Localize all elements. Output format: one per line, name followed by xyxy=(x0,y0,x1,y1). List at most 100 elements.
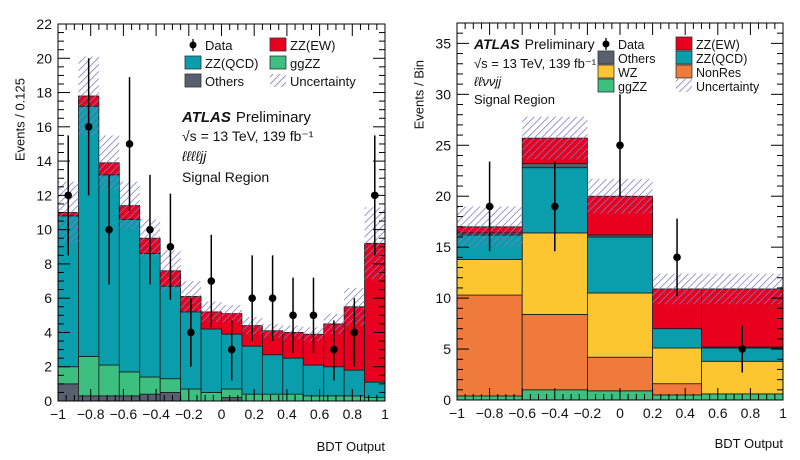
panel-2l2v: 0 5 10 15 20 25 30 35 −1 −0.8 −0.6 −0.4 −0.2 0 0.2 0.4 0… xyxy=(411,22,787,451)
legend-label-uncertainty: Uncertainty xyxy=(696,80,760,94)
data-point-3 xyxy=(673,253,681,262)
atlas-label: ATLAS Preliminary xyxy=(181,109,311,126)
y-tick-label: 0 xyxy=(443,392,451,408)
bar-ggzz-bin-9 xyxy=(241,393,263,402)
panel-4l: 0 2 4 6 8 10 12 14 16 18 20 22 −1 −0.8 −0.6 −0.4 −0.2 0 0.… xyxy=(12,16,389,454)
bar-zz-qcd--bin-15 xyxy=(364,381,386,398)
data-point-0 xyxy=(485,202,494,211)
legend-swatch-zzew xyxy=(675,36,693,51)
y-axis-label: Events / 0.125 xyxy=(12,78,27,161)
x-tick-label: −0.8 xyxy=(77,406,105,422)
bar-ggzz-bin-6 xyxy=(180,388,202,402)
uncertainty-band-bin-8 xyxy=(221,305,242,323)
bar-nonres-bin-3 xyxy=(652,383,702,396)
legend-swatch-zzqcd xyxy=(675,50,693,65)
legend-label-zzew: ZZ(EW) xyxy=(696,38,740,52)
y-tick-label: 20 xyxy=(435,188,451,204)
status-label: Preliminary xyxy=(236,109,312,126)
bar-others-bin-3 xyxy=(118,395,141,402)
bar-others-bin-2 xyxy=(98,395,120,402)
legend-label-uncertainty: Uncertainty xyxy=(290,74,356,89)
y-tick-label: 20 xyxy=(36,50,52,66)
uncertainty-band-bin-1 xyxy=(522,116,588,160)
x-tick-label: 0.8 xyxy=(343,406,363,422)
bar-ggzz-bin-15 xyxy=(364,397,386,402)
bar-others-bin-8 xyxy=(221,397,243,402)
bar-zz-qcd--bin-7 xyxy=(200,328,222,393)
bar-ggzz-bin-11 xyxy=(282,393,304,402)
legend-label-others: Others xyxy=(205,74,245,89)
y-tick-label: 18 xyxy=(36,85,52,101)
bar-others-bin-1 xyxy=(78,395,100,402)
bar-ggzz-bin-3 xyxy=(118,371,141,397)
data-point-6 xyxy=(187,328,195,337)
x-tick-label: 0 xyxy=(616,405,624,421)
y-tick-label: 12 xyxy=(36,187,52,203)
data-point-4 xyxy=(146,225,154,234)
y-tick-label: 30 xyxy=(435,86,451,102)
data-point-14 xyxy=(350,328,359,337)
bar-ggzz-bin-8 xyxy=(221,388,243,398)
legend-data-marker xyxy=(602,40,610,48)
region-label: Signal Region xyxy=(182,169,269,185)
legend-label-data: Data xyxy=(205,38,233,53)
y-axis-label: Events / Bin xyxy=(411,60,426,129)
y-tick-label: 22 xyxy=(36,16,52,32)
x-tick-label: 0.8 xyxy=(741,405,761,421)
legend-label-ggzz: ggZZ xyxy=(290,56,320,71)
y-tick-label: 10 xyxy=(435,290,451,306)
uncertainty-band-bin-6 xyxy=(180,281,202,312)
bar-ggzz-bin-5 xyxy=(159,378,182,393)
data-point-12 xyxy=(309,311,318,320)
atlas-label: ATLAS Preliminary xyxy=(473,36,595,52)
y-tick-label: 14 xyxy=(36,153,52,169)
y-tick-label: 8 xyxy=(44,256,52,272)
y-tick-label: 10 xyxy=(36,222,52,238)
y-tick-label: 2 xyxy=(44,359,52,375)
y-tick-label: 5 xyxy=(443,341,451,357)
data-point-5 xyxy=(166,242,175,251)
legend-label-others: Others xyxy=(618,52,656,66)
bar-ggzz-bin-1 xyxy=(78,356,100,397)
x-tick-label: −0.4 xyxy=(541,405,569,421)
x-axis-label: BDT Output xyxy=(715,436,784,451)
y-tick-label: 6 xyxy=(44,290,52,306)
y-tick-label: 0 xyxy=(44,393,52,409)
x-tick-label: −0.6 xyxy=(110,406,138,422)
x-tick-label: 0.6 xyxy=(310,406,330,422)
data-point-13 xyxy=(330,345,338,354)
x-tick-label: −0.4 xyxy=(142,406,170,422)
x-tick-label: −0.2 xyxy=(175,406,203,422)
uncertainty-band-bin-4 xyxy=(701,273,783,305)
x-tick-label: −1 xyxy=(50,406,66,422)
x-tick-label: 0.2 xyxy=(244,406,264,422)
experiment-name: ATLAS xyxy=(473,36,520,52)
bar-zz-qcd--bin-2 xyxy=(587,236,654,294)
data-point-7 xyxy=(207,277,216,285)
data-point-2 xyxy=(105,225,113,234)
x-tick-label: 0.6 xyxy=(708,405,728,421)
legend-label-nonres: NonRes xyxy=(696,66,741,80)
legend: Data ZZ(QCD) Others ZZ(EW) ggZZ Uncertainty xyxy=(184,37,356,89)
uncertainty-band-bin-2 xyxy=(98,135,120,191)
legend-swatch-zzqcd xyxy=(184,55,202,70)
x-tick-label: 0.4 xyxy=(675,405,695,421)
legend-label-zzqcd: ZZ(QCD) xyxy=(205,56,258,71)
bar-zz-qcd--bin-14 xyxy=(343,369,365,397)
data-point-9 xyxy=(248,294,256,302)
bar-ggzz-bin-7 xyxy=(200,392,222,402)
bar-wz-bin-0 xyxy=(456,258,523,296)
data-point-4 xyxy=(738,345,747,353)
legend-swatch-nonres xyxy=(675,64,693,79)
channel-label: ℓℓννjj xyxy=(474,74,502,89)
y-tick-label: 25 xyxy=(435,137,451,153)
legend-label-ggzz: ggZZ xyxy=(618,80,648,94)
bar-ggzz-bin-14 xyxy=(343,395,365,402)
data-point-8 xyxy=(227,345,236,354)
legend-label-zzew: ZZ(EW) xyxy=(290,38,335,53)
bar-zz-qcd--bin-12 xyxy=(302,364,325,397)
data-point-10 xyxy=(268,294,277,302)
x-tick-label: 0.2 xyxy=(643,405,663,421)
